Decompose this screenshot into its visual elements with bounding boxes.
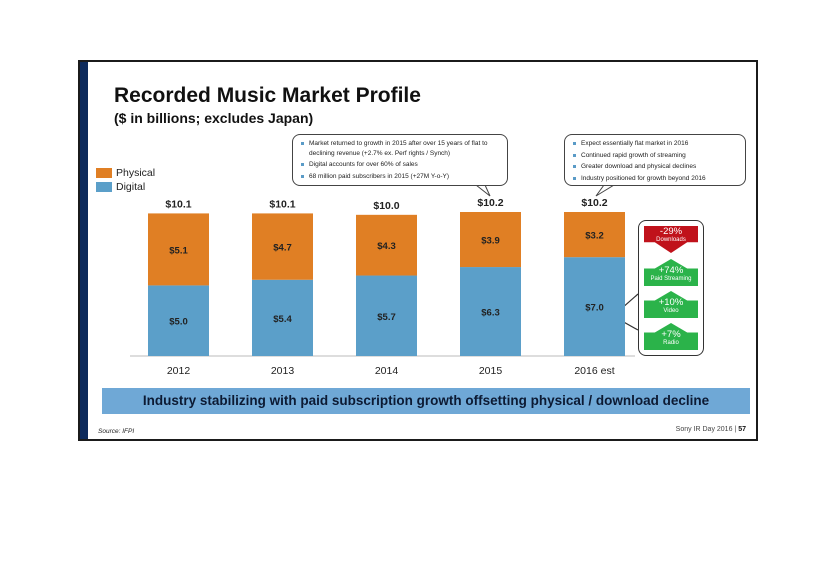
callout-2015-bullet: 68 million paid subscribers in 2015 (+27… [301, 172, 499, 182]
arrow-up-icon: +7% Radio [644, 323, 698, 350]
callout-2016-bullet: Greater download and physical declines [573, 162, 737, 172]
data-label-physical: $4.7 [273, 243, 292, 254]
callout-2016-bullet: Industry positioned for growth beyond 20… [573, 174, 737, 184]
growth-label-paid-streaming: Paid Streaming [650, 276, 692, 282]
data-label-digital: $5.0 [169, 317, 188, 328]
takeaway-banner: Industry stabilizing with paid subscript… [102, 388, 750, 414]
callout-2015-bullet: Market returned to growth in 2015 after … [301, 139, 499, 158]
x-tick-label: 2016 est [574, 365, 614, 377]
growth-label-radio: Radio [663, 340, 679, 346]
chart-legend: Physical Digital [96, 166, 155, 194]
growth-pct-video: +10% [658, 297, 684, 308]
bar-physical-2013 [252, 213, 313, 280]
x-tick-label: 2012 [167, 365, 191, 377]
growth-label-video: Video [663, 308, 679, 314]
total-label: $10.2 [581, 197, 607, 209]
footer-separator: | [734, 426, 737, 433]
arrow-up-icon: +10% Video [644, 291, 698, 318]
legend-label-digital: Digital [116, 181, 146, 193]
callout-2015-pointer [474, 184, 491, 197]
callout-2016-bullet: Continued rapid growth of streaming [573, 151, 737, 161]
bar-digital-2013 [252, 279, 313, 356]
bar-physical-2014 [356, 214, 417, 276]
x-tick-label: 2014 [375, 365, 399, 377]
data-label-physical: $4.3 [377, 241, 396, 252]
legend-item-physical: Physical [96, 166, 155, 180]
bar-digital-2015 [460, 267, 521, 356]
bar-digital-2012 [148, 285, 209, 356]
callout-2016: Expect essentially flat market in 2016 C… [564, 134, 746, 186]
x-tick-label: 2015 [479, 365, 503, 377]
bar-digital-2014 [356, 275, 417, 356]
x-tick-label: 2013 [271, 365, 295, 377]
bar-physical-2015 [460, 212, 521, 268]
bar-physical-2016-est [564, 212, 625, 258]
data-label-physical: $3.2 [585, 231, 604, 242]
arrow-up-icon: +74% Paid Streaming [644, 259, 698, 286]
slide-accent-bar [80, 62, 88, 439]
callout-2015: Market returned to growth in 2015 after … [292, 134, 508, 186]
legend-swatch-physical [96, 168, 112, 178]
page-number: 57 [738, 426, 746, 433]
growth-label-downloads: Downloads [656, 237, 686, 243]
growth-panel: -29% Downloads +74% Paid Streaming +10% … [638, 220, 704, 356]
source-note: Source: IFPI [98, 428, 135, 435]
callout-2016-pointer [595, 184, 616, 197]
slide-title: Recorded Music Market Profile [114, 84, 421, 107]
data-label-digital: $7.0 [585, 303, 604, 314]
growth-pct-radio: +7% [661, 329, 681, 340]
total-label: $10.2 [477, 197, 503, 209]
slide-subtitle: ($ in billions; excludes Japan) [114, 110, 314, 126]
callout-2015-bullet: Digital accounts for over 60% of sales [301, 160, 499, 170]
chart-area: $5.0 $5.1 $10.1 2012 $5.4 $4.7 $10.1 2013 $5.7 $4… [130, 184, 639, 377]
data-label-physical: $3.9 [481, 236, 500, 247]
legend-item-digital: Digital [96, 180, 155, 194]
slide: Recorded Music Market Profile ($ in bill… [78, 60, 758, 441]
data-label-physical: $5.1 [169, 245, 188, 256]
callout-2016-bullet: Expect essentially flat market in 2016 [573, 139, 737, 149]
total-label: $10.1 [165, 198, 191, 210]
arrow-down-icon: -29% Downloads [644, 226, 698, 253]
data-label-digital: $6.3 [481, 308, 500, 319]
data-label-digital: $5.4 [273, 314, 292, 325]
total-label: $10.1 [269, 198, 295, 210]
slide-footer: Sony IR Day 2016 | 57 [676, 426, 746, 433]
footer-text: Sony IR Day 2016 [675, 426, 733, 433]
total-label: $10.0 [373, 200, 399, 212]
data-label-digital: $5.7 [377, 312, 396, 323]
legend-swatch-digital [96, 182, 112, 192]
growth-pct-paid-streaming: +74% [658, 265, 684, 276]
growth-pct-downloads: -29% [659, 226, 683, 237]
bar-physical-2012 [148, 213, 209, 286]
legend-label-physical: Physical [116, 167, 156, 179]
bar-digital-2016-est [564, 257, 625, 356]
